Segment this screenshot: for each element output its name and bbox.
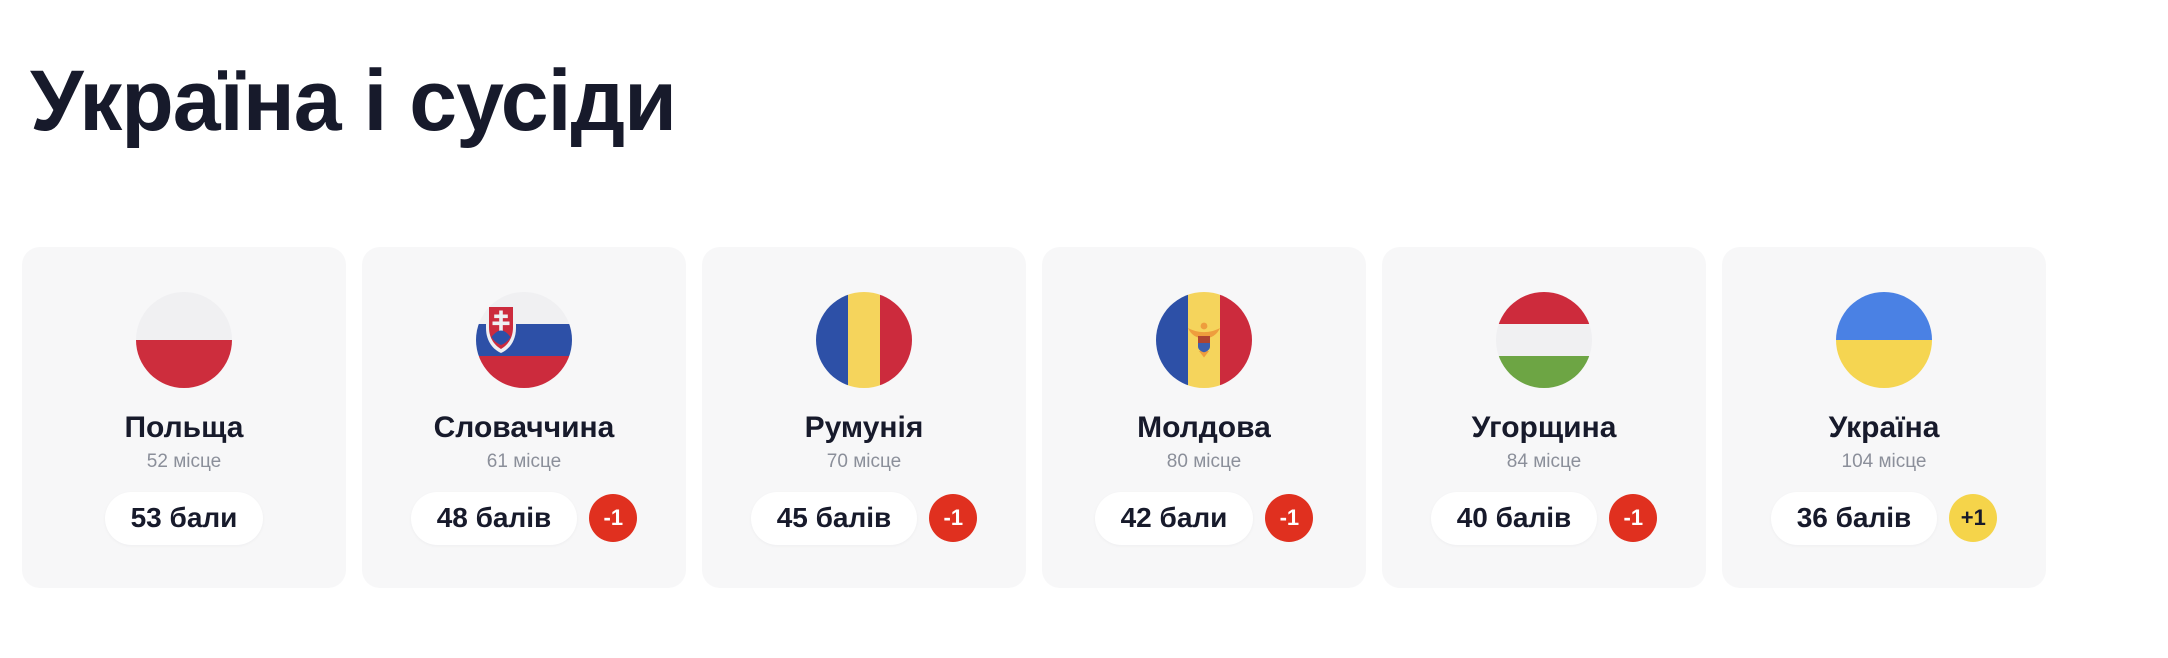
score-row: 42 бали -1 — [1094, 491, 1314, 545]
score-delta-badge: -1 — [929, 494, 978, 543]
score-delta-badge: -1 — [1609, 494, 1658, 543]
score-delta-badge: -1 — [1265, 494, 1314, 543]
country-cards-row: Польща 52 місце 53 бали — [22, 246, 2168, 588]
score-pill: 48 балів — [410, 491, 578, 545]
country-card-moldova[interactable]: Молдова 80 місце 42 бали -1 — [1042, 246, 1366, 588]
country-name: Польща — [124, 410, 244, 444]
country-rank: 61 місце — [486, 450, 562, 472]
country-rank: 84 місце — [1506, 450, 1582, 472]
flag-moldova-icon — [1156, 291, 1252, 388]
country-card-slovakia[interactable]: Словаччина 61 місце 48 балів -1 — [362, 246, 686, 588]
score-pill: 36 балів — [1770, 491, 1938, 545]
country-card-hungary[interactable]: Угорщина 84 місце 40 балів -1 — [1382, 246, 1706, 588]
country-name: Румунія — [804, 410, 924, 444]
flag-slovakia-icon — [476, 291, 572, 388]
country-rank: 80 місце — [1166, 450, 1242, 472]
score-row: 48 балів -1 — [410, 491, 638, 545]
flag-poland-icon — [136, 291, 232, 388]
country-name: Молдова — [1137, 410, 1271, 444]
score-delta-badge: -1 — [589, 494, 638, 543]
country-name: Словаччина — [433, 410, 615, 444]
flag-hungary-icon — [1496, 291, 1592, 388]
score-pill: 42 бали — [1094, 491, 1254, 545]
country-name: Угорщина — [1471, 410, 1617, 444]
score-pill: 45 балів — [750, 491, 918, 545]
score-pill: 40 балів — [1430, 491, 1598, 545]
country-name: Україна — [1828, 410, 1940, 444]
flag-ukraine-icon — [1836, 291, 1932, 388]
score-row: 53 бали — [104, 491, 264, 545]
score-row: 45 балів -1 — [750, 491, 978, 545]
country-rank: 104 місце — [1841, 450, 1927, 472]
country-rank: 70 місце — [826, 450, 902, 472]
score-pill: 53 бали — [104, 491, 264, 545]
page-title: Україна і сусіди — [30, 53, 677, 149]
score-delta-badge: +1 — [1949, 494, 1998, 543]
country-rank: 52 місце — [146, 450, 222, 472]
country-card-ukraine[interactable]: Україна 104 місце 36 балів +1 — [1722, 246, 2046, 588]
score-row: 36 балів +1 — [1770, 491, 1998, 545]
country-card-romania[interactable]: Румунія 70 місце 45 балів -1 — [702, 246, 1026, 588]
score-row: 40 балів -1 — [1430, 491, 1658, 545]
country-card-poland[interactable]: Польща 52 місце 53 бали — [22, 246, 346, 588]
flag-romania-icon — [816, 291, 912, 388]
